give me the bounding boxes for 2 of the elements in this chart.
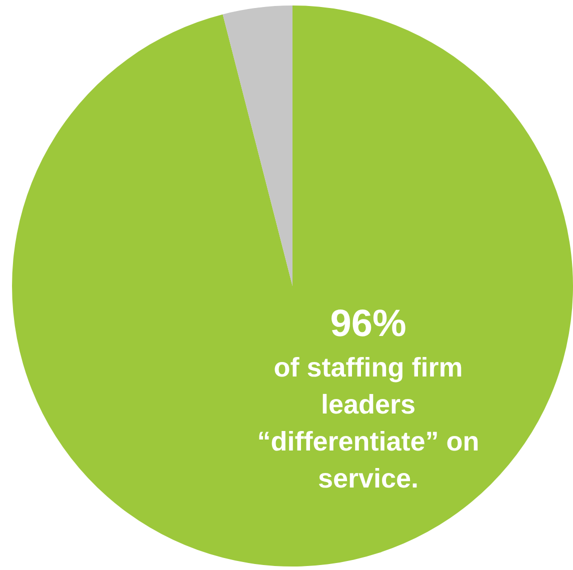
text: of staffing firm leaders “differentiate” on service. [257, 352, 480, 494]
data-label: 96% [330, 302, 406, 345]
